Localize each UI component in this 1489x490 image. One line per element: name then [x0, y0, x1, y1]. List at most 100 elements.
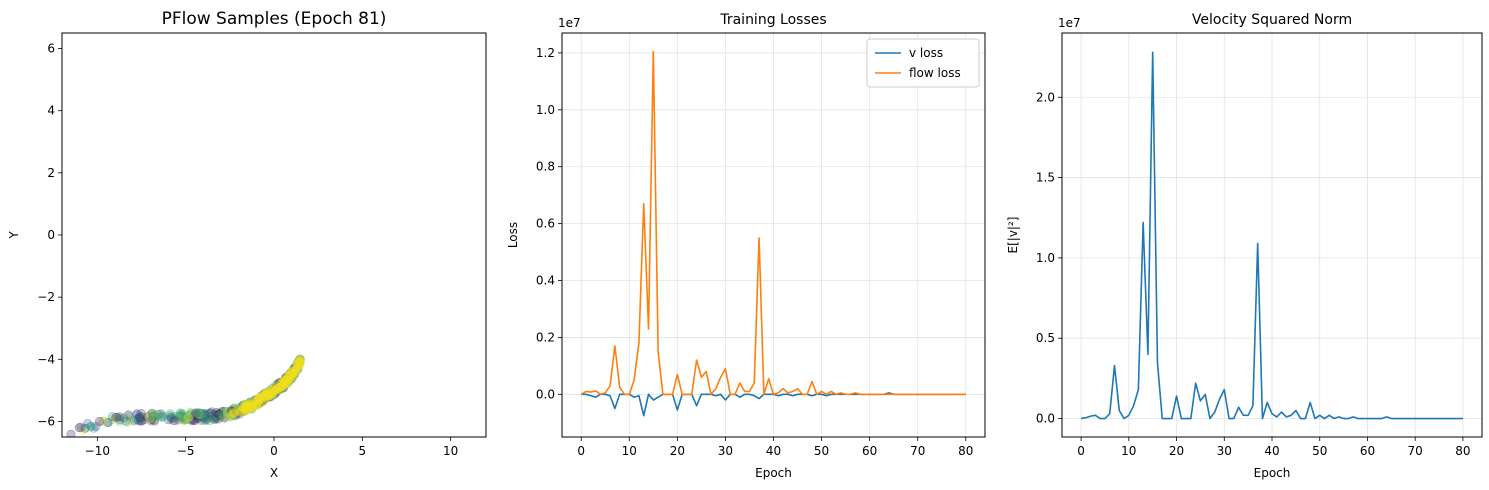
sample-point [252, 396, 262, 406]
sample-point [257, 396, 267, 406]
sample-point [286, 368, 296, 378]
sample-point [289, 369, 299, 379]
sample-point [177, 412, 187, 422]
sample-point [76, 422, 86, 432]
sample-point [258, 390, 268, 400]
sample-point [253, 398, 263, 408]
sample-point [231, 410, 241, 420]
sample-point [200, 410, 210, 420]
sample-point [292, 364, 302, 374]
sample-point [290, 364, 300, 374]
sample-point [150, 411, 160, 421]
x-tick-label: 80 [1455, 444, 1470, 458]
sample-point [244, 400, 254, 410]
x-axis-label: X [270, 466, 278, 480]
x-tick-label: 60 [862, 444, 877, 458]
sample-point [215, 409, 225, 419]
sample-point [236, 406, 246, 416]
sample-point [279, 378, 289, 388]
sample-point [261, 391, 271, 401]
sample-point [254, 394, 264, 404]
sample-point [251, 396, 261, 406]
sample-point [281, 377, 291, 387]
sample-point [270, 385, 280, 395]
sample-point [213, 412, 223, 422]
sample-point [262, 387, 272, 397]
sample-point [289, 368, 299, 378]
sample-point [280, 378, 290, 388]
sample-point [80, 423, 90, 433]
sample-point [245, 397, 255, 407]
sample-point [115, 412, 125, 422]
sample-point [285, 370, 295, 380]
sample-point [246, 400, 256, 410]
sample-point [276, 381, 286, 391]
x-tick-label: 70 [1408, 444, 1423, 458]
sample-point [270, 386, 280, 396]
y-tick-label: 0.2 [536, 330, 555, 344]
sample-point [262, 390, 272, 400]
sample-point [273, 383, 283, 393]
sample-point [278, 377, 288, 387]
sample-point [260, 389, 270, 399]
sample-point [179, 415, 189, 425]
x-tick-label: 30 [718, 444, 733, 458]
sample-point [275, 382, 285, 392]
sample-point [211, 412, 221, 422]
sample-point [126, 415, 136, 425]
sample-point [99, 416, 109, 426]
sample-point [165, 408, 175, 418]
sample-point [132, 409, 142, 419]
sample-point [199, 413, 209, 423]
sample-point [274, 385, 284, 395]
sample-point [177, 412, 187, 422]
sample-point [286, 372, 296, 382]
x-tick-label: −5 [177, 444, 195, 458]
series-line-1 [1080, 51, 1463, 420]
sample-point [227, 405, 237, 415]
sample-point [167, 414, 177, 424]
series-line-2 [580, 50, 966, 396]
sample-point [222, 409, 232, 419]
sample-point [258, 396, 268, 406]
sample-point [163, 415, 173, 425]
y-tick-label: 6 [47, 42, 55, 56]
sample-point [240, 402, 250, 412]
sample-point [135, 416, 145, 426]
sample-point [251, 398, 261, 408]
sample-point [86, 421, 96, 431]
sample-point [201, 414, 211, 424]
sample-point [273, 381, 283, 391]
sample-point [185, 407, 195, 417]
sample-point [235, 409, 245, 419]
sample-point [273, 384, 283, 394]
sample-point [246, 402, 256, 412]
sample-point [197, 409, 207, 419]
sample-point [232, 405, 242, 415]
sample-point [74, 423, 84, 433]
sample-point [210, 411, 220, 421]
sample-point [289, 365, 299, 375]
sample-point [103, 417, 113, 427]
sample-point [145, 413, 155, 423]
sample-point [237, 401, 247, 411]
sample-point [274, 383, 284, 393]
sample-point [291, 364, 301, 374]
sample-point [174, 413, 184, 423]
sample-point [191, 409, 201, 419]
sample-point [288, 367, 298, 377]
sample-point [260, 388, 270, 398]
sample-point [111, 412, 121, 422]
sample-point [177, 411, 187, 421]
sample-point [276, 378, 286, 388]
sample-point [288, 368, 298, 378]
sample-point [271, 384, 281, 394]
sample-point [283, 373, 293, 383]
sample-point [229, 408, 239, 418]
sample-point [276, 381, 286, 391]
sample-point [293, 361, 303, 371]
sample-point [212, 407, 222, 417]
sample-point [246, 402, 256, 412]
sample-point [253, 399, 263, 409]
sample-point [285, 369, 295, 379]
